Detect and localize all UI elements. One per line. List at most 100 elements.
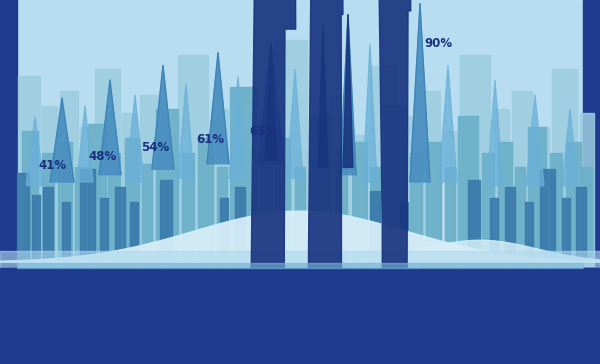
Bar — [468, 180, 480, 260]
Bar — [0, 0, 600, 269]
Bar — [275, 40, 307, 266]
Polygon shape — [247, 0, 300, 364]
Bar — [75, 167, 85, 262]
Bar — [125, 138, 139, 262]
Bar — [580, 113, 594, 266]
Bar — [42, 106, 57, 266]
Bar — [576, 187, 586, 260]
Polygon shape — [265, 44, 277, 160]
Bar — [130, 202, 138, 260]
Text: 54%: 54% — [141, 141, 169, 154]
Bar — [0, 0, 17, 364]
Polygon shape — [439, 66, 457, 182]
Bar — [95, 69, 120, 266]
Polygon shape — [343, 15, 353, 167]
Polygon shape — [410, 4, 430, 182]
Bar — [418, 91, 440, 266]
Bar — [550, 153, 562, 262]
Polygon shape — [229, 76, 247, 178]
Polygon shape — [152, 66, 174, 169]
Bar — [458, 116, 478, 262]
Bar — [32, 195, 40, 260]
Bar — [22, 131, 38, 262]
Polygon shape — [526, 95, 544, 186]
Bar — [260, 153, 272, 262]
Bar — [552, 69, 577, 266]
Bar — [330, 95, 350, 266]
Bar — [482, 153, 494, 262]
Bar — [426, 142, 441, 262]
Polygon shape — [375, 0, 418, 364]
Text: 48%: 48% — [88, 150, 116, 163]
Bar — [160, 180, 172, 260]
Bar — [88, 124, 106, 262]
Polygon shape — [0, 211, 600, 262]
Bar — [122, 113, 136, 266]
Text: 41%: 41% — [38, 159, 66, 172]
Bar — [235, 187, 245, 260]
Polygon shape — [287, 69, 303, 178]
Bar — [80, 169, 95, 260]
Bar — [370, 167, 380, 262]
Polygon shape — [126, 95, 144, 182]
Polygon shape — [77, 106, 93, 182]
Bar — [445, 167, 455, 262]
Bar — [178, 55, 208, 266]
Polygon shape — [178, 84, 194, 178]
Bar — [163, 135, 176, 266]
Bar — [115, 187, 125, 260]
Bar — [352, 142, 367, 262]
Bar — [156, 109, 178, 262]
Bar — [410, 153, 422, 262]
Bar — [100, 198, 108, 260]
Bar — [140, 95, 160, 266]
Bar — [295, 167, 305, 262]
Bar — [80, 127, 92, 266]
Bar — [18, 76, 40, 266]
Bar — [275, 138, 290, 262]
Polygon shape — [318, 25, 328, 167]
Bar — [528, 127, 546, 262]
Bar — [384, 106, 406, 262]
Bar — [515, 167, 525, 262]
Bar — [232, 87, 254, 266]
Bar — [42, 153, 54, 262]
Bar — [583, 0, 600, 364]
Bar — [505, 187, 515, 260]
Bar — [17, 263, 583, 268]
Text: 65%: 65% — [249, 124, 277, 138]
Bar — [536, 127, 549, 266]
Bar — [400, 202, 408, 260]
Bar — [494, 109, 509, 266]
Bar — [490, 198, 498, 260]
Bar — [582, 167, 592, 262]
Bar — [562, 198, 570, 260]
Polygon shape — [99, 80, 121, 175]
Bar — [212, 109, 228, 266]
Polygon shape — [562, 109, 578, 186]
Bar — [370, 66, 396, 266]
Bar — [43, 187, 53, 260]
Polygon shape — [26, 116, 44, 186]
Bar — [182, 153, 194, 262]
Bar — [220, 198, 228, 260]
Polygon shape — [207, 53, 229, 164]
Bar — [312, 113, 327, 266]
Bar — [62, 202, 70, 260]
Polygon shape — [0, 240, 600, 262]
Bar — [0, 268, 600, 364]
Bar — [400, 116, 414, 266]
Bar — [60, 91, 78, 266]
Bar — [217, 167, 227, 262]
Bar — [58, 142, 72, 262]
Bar — [460, 55, 490, 266]
Bar — [498, 142, 512, 262]
Bar — [258, 127, 271, 266]
Bar — [142, 164, 152, 262]
Bar — [540, 169, 555, 260]
Bar — [355, 135, 367, 266]
Bar — [370, 191, 380, 260]
Bar — [525, 202, 533, 260]
Bar — [108, 153, 120, 262]
Bar — [230, 87, 256, 262]
